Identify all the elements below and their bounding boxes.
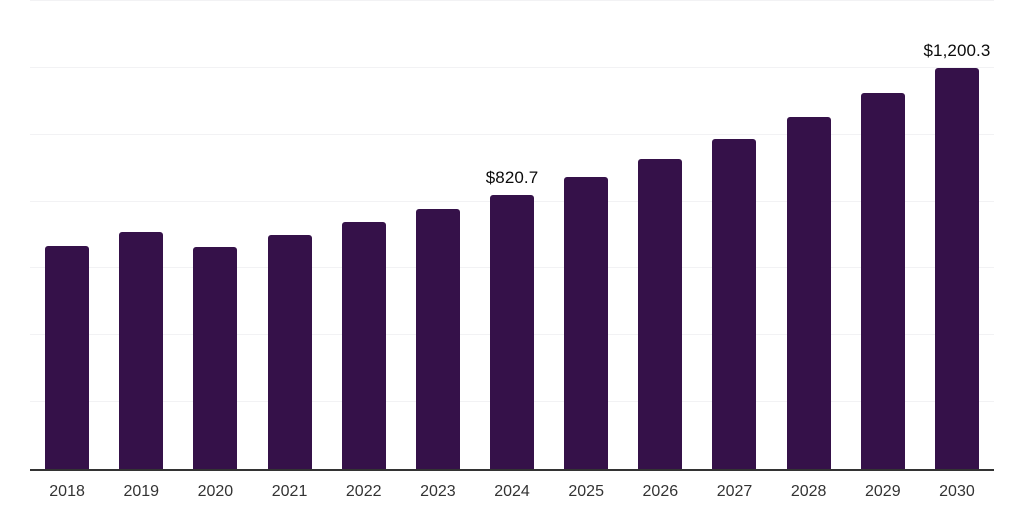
gridline bbox=[30, 0, 994, 1]
bar-slot bbox=[549, 0, 623, 469]
x-tick-label-2023: 2023 bbox=[420, 483, 456, 500]
bar-2022 bbox=[341, 222, 386, 469]
bar-2025 bbox=[564, 176, 609, 469]
bar-2024 bbox=[490, 194, 535, 469]
bar-slot bbox=[401, 0, 475, 469]
bar-2019 bbox=[119, 231, 164, 469]
bar-2026 bbox=[638, 159, 683, 469]
bar-slot bbox=[178, 0, 252, 469]
bar-slot bbox=[846, 0, 920, 469]
bar-2028 bbox=[786, 117, 831, 469]
x-tick-label-2022: 2022 bbox=[345, 483, 382, 500]
bar-2029 bbox=[860, 92, 905, 469]
plot-area: $820.7 $1,200.3 bbox=[30, 0, 994, 469]
x-tick-label-2026: 2026 bbox=[642, 483, 679, 500]
bar-2027 bbox=[712, 139, 757, 469]
x-axis-tick-labels: 2018 2019 2020 2021 2022 2023 2024 2025 2026 2027… bbox=[30, 471, 994, 501]
gridline bbox=[30, 66, 994, 68]
bar-slot bbox=[697, 0, 771, 469]
bar-2023 bbox=[415, 208, 460, 469]
gridline bbox=[30, 133, 994, 135]
bar-slot bbox=[772, 0, 846, 469]
x-tick-label-2029: 2029 bbox=[865, 483, 901, 500]
x-tick-label-2019: 2019 bbox=[123, 483, 160, 500]
bar-slot bbox=[252, 0, 326, 469]
bar-2018 bbox=[45, 246, 90, 469]
x-axis-line bbox=[30, 469, 994, 471]
bar-slot bbox=[30, 0, 104, 469]
bar-slot bbox=[104, 0, 178, 469]
bar-slot: $1,200.3 bbox=[920, 0, 994, 469]
bar-2020 bbox=[193, 247, 238, 469]
x-tick-label-2030: 2030 bbox=[939, 483, 975, 500]
x-tick-label-2020: 2020 bbox=[197, 483, 234, 500]
x-tick-label-2027: 2027 bbox=[716, 483, 753, 500]
bar-2021 bbox=[267, 235, 312, 469]
x-tick-label-2025: 2025 bbox=[568, 483, 604, 500]
bar-value-label-2024: $820.7 bbox=[485, 167, 539, 187]
x-tick-label-2024: 2024 bbox=[494, 483, 530, 500]
x-tick-label-2021: 2021 bbox=[271, 483, 308, 500]
bar-slot bbox=[327, 0, 401, 469]
bar-2030 bbox=[934, 67, 979, 469]
x-tick-label-2018: 2018 bbox=[49, 483, 85, 500]
x-tick-label-2028: 2028 bbox=[790, 483, 827, 500]
bar-series: $820.7 $1,200.3 bbox=[30, 0, 994, 469]
bar-slot bbox=[623, 0, 697, 469]
bar-value-label-2030: $1,200.3 bbox=[923, 40, 991, 60]
chart-container: $820.7 $1,200.3 2018 2019 2020 2021 2022 2023 2… bbox=[30, 0, 994, 512]
bar-slot: $820.7 bbox=[475, 0, 549, 469]
